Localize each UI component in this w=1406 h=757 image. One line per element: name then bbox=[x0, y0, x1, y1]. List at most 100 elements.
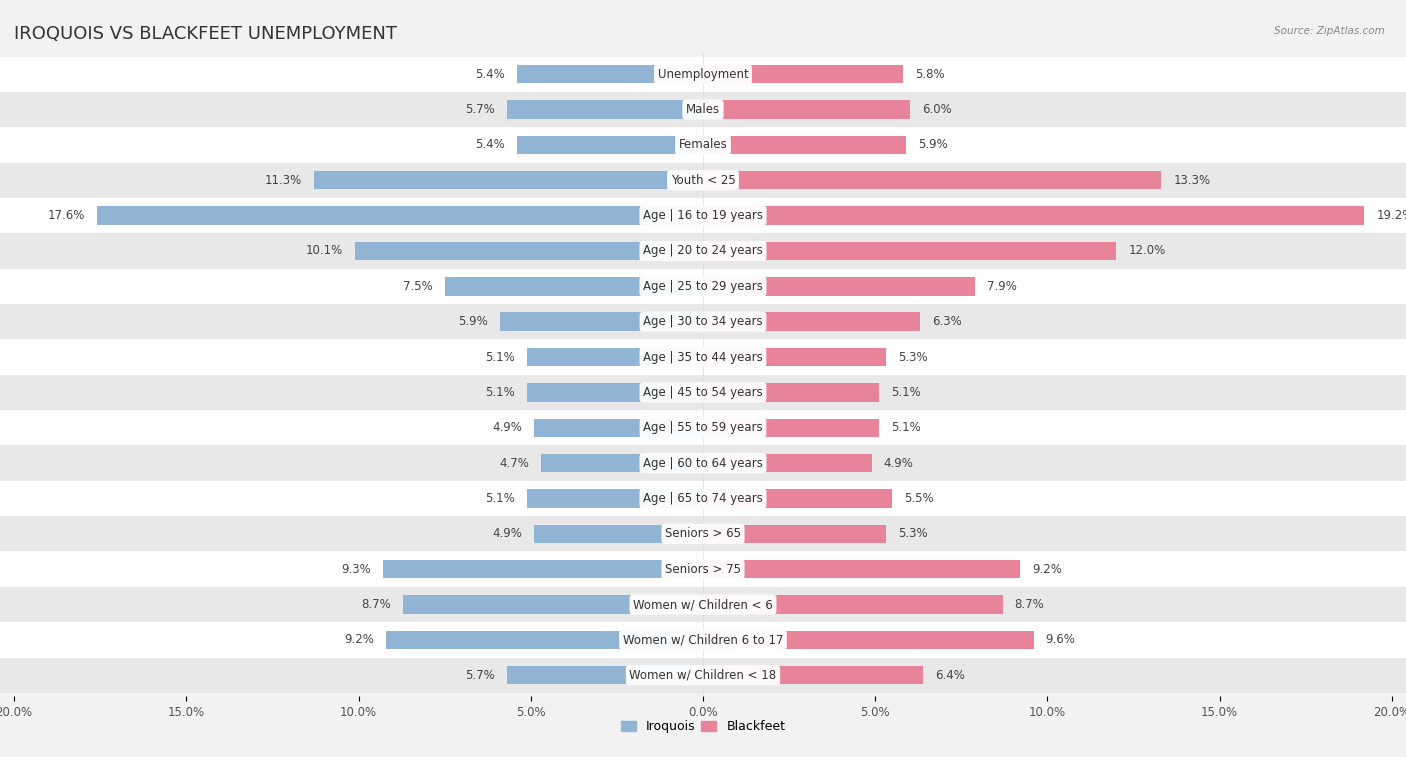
Bar bbox=[703, 277, 976, 295]
Text: Age | 65 to 74 years: Age | 65 to 74 years bbox=[643, 492, 763, 505]
Text: 5.7%: 5.7% bbox=[465, 668, 495, 682]
Bar bbox=[703, 136, 907, 154]
Bar bbox=[703, 383, 879, 401]
Text: 19.2%: 19.2% bbox=[1376, 209, 1406, 222]
Bar bbox=[517, 65, 703, 83]
Bar bbox=[703, 348, 886, 366]
Bar bbox=[534, 419, 703, 437]
Bar bbox=[541, 454, 703, 472]
Text: 5.1%: 5.1% bbox=[891, 386, 921, 399]
Bar bbox=[0, 339, 1406, 375]
Bar bbox=[527, 489, 703, 508]
Bar bbox=[0, 622, 1406, 658]
Bar bbox=[703, 207, 1364, 225]
Bar bbox=[0, 445, 1406, 481]
Bar bbox=[0, 233, 1406, 269]
Text: 5.3%: 5.3% bbox=[897, 528, 927, 540]
Bar bbox=[527, 383, 703, 401]
Bar bbox=[0, 92, 1406, 127]
Bar bbox=[506, 666, 703, 684]
Text: 5.1%: 5.1% bbox=[891, 421, 921, 435]
Bar bbox=[517, 136, 703, 154]
Text: 7.5%: 7.5% bbox=[404, 280, 433, 293]
Text: 8.7%: 8.7% bbox=[361, 598, 391, 611]
Bar bbox=[387, 631, 703, 649]
Bar bbox=[0, 658, 1406, 693]
Bar bbox=[0, 552, 1406, 587]
Text: 6.0%: 6.0% bbox=[922, 103, 952, 116]
Text: Age | 20 to 24 years: Age | 20 to 24 years bbox=[643, 245, 763, 257]
Text: 5.9%: 5.9% bbox=[918, 139, 948, 151]
Text: 5.9%: 5.9% bbox=[458, 315, 488, 329]
Text: 9.3%: 9.3% bbox=[340, 562, 371, 575]
Text: 6.3%: 6.3% bbox=[932, 315, 962, 329]
Bar bbox=[703, 454, 872, 472]
Text: 5.4%: 5.4% bbox=[475, 139, 505, 151]
Bar bbox=[499, 313, 703, 331]
Bar bbox=[527, 348, 703, 366]
Text: Age | 35 to 44 years: Age | 35 to 44 years bbox=[643, 350, 763, 363]
Text: 9.6%: 9.6% bbox=[1046, 634, 1076, 646]
Text: Youth < 25: Youth < 25 bbox=[671, 174, 735, 187]
Text: 7.9%: 7.9% bbox=[987, 280, 1017, 293]
Bar bbox=[0, 269, 1406, 304]
Bar bbox=[703, 65, 903, 83]
Text: Women w/ Children < 6: Women w/ Children < 6 bbox=[633, 598, 773, 611]
Bar bbox=[703, 171, 1161, 189]
Text: 4.9%: 4.9% bbox=[492, 528, 522, 540]
Bar bbox=[0, 410, 1406, 445]
Bar bbox=[506, 101, 703, 119]
Text: Age | 25 to 29 years: Age | 25 to 29 years bbox=[643, 280, 763, 293]
Bar bbox=[314, 171, 703, 189]
Bar bbox=[382, 560, 703, 578]
Bar bbox=[444, 277, 703, 295]
Bar bbox=[703, 489, 893, 508]
Bar bbox=[0, 57, 1406, 92]
Bar bbox=[404, 595, 703, 614]
Text: 6.4%: 6.4% bbox=[935, 668, 966, 682]
Text: 4.9%: 4.9% bbox=[884, 456, 914, 469]
Bar bbox=[0, 163, 1406, 198]
Text: 5.1%: 5.1% bbox=[485, 492, 515, 505]
Text: 13.3%: 13.3% bbox=[1173, 174, 1211, 187]
Text: IROQUOIS VS BLACKFEET UNEMPLOYMENT: IROQUOIS VS BLACKFEET UNEMPLOYMENT bbox=[14, 25, 396, 43]
Bar bbox=[0, 516, 1406, 552]
Text: Age | 60 to 64 years: Age | 60 to 64 years bbox=[643, 456, 763, 469]
Text: 10.1%: 10.1% bbox=[305, 245, 343, 257]
Bar bbox=[703, 525, 886, 543]
Text: Males: Males bbox=[686, 103, 720, 116]
Bar bbox=[97, 207, 703, 225]
Text: Unemployment: Unemployment bbox=[658, 67, 748, 81]
Bar bbox=[703, 560, 1019, 578]
Text: 5.1%: 5.1% bbox=[485, 350, 515, 363]
Bar bbox=[356, 241, 703, 260]
Bar bbox=[703, 241, 1116, 260]
Text: 8.7%: 8.7% bbox=[1015, 598, 1045, 611]
Text: Females: Females bbox=[679, 139, 727, 151]
Legend: Iroquois, Blackfeet: Iroquois, Blackfeet bbox=[616, 715, 790, 738]
Bar bbox=[703, 595, 1002, 614]
Text: Age | 30 to 34 years: Age | 30 to 34 years bbox=[643, 315, 763, 329]
Bar bbox=[0, 304, 1406, 339]
Bar bbox=[0, 198, 1406, 233]
Text: 5.1%: 5.1% bbox=[485, 386, 515, 399]
Text: 4.9%: 4.9% bbox=[492, 421, 522, 435]
Text: Seniors > 65: Seniors > 65 bbox=[665, 528, 741, 540]
Bar bbox=[703, 419, 879, 437]
Text: 11.3%: 11.3% bbox=[264, 174, 302, 187]
Text: 12.0%: 12.0% bbox=[1129, 245, 1166, 257]
Text: Women w/ Children < 18: Women w/ Children < 18 bbox=[630, 668, 776, 682]
Text: Age | 45 to 54 years: Age | 45 to 54 years bbox=[643, 386, 763, 399]
Bar bbox=[703, 666, 924, 684]
Bar bbox=[703, 313, 920, 331]
Text: Seniors > 75: Seniors > 75 bbox=[665, 562, 741, 575]
Text: Source: ZipAtlas.com: Source: ZipAtlas.com bbox=[1274, 26, 1385, 36]
Text: 5.4%: 5.4% bbox=[475, 67, 505, 81]
Bar bbox=[0, 587, 1406, 622]
Text: 5.7%: 5.7% bbox=[465, 103, 495, 116]
Text: Age | 55 to 59 years: Age | 55 to 59 years bbox=[643, 421, 763, 435]
Text: 17.6%: 17.6% bbox=[48, 209, 84, 222]
Bar bbox=[0, 127, 1406, 163]
Text: 5.3%: 5.3% bbox=[897, 350, 927, 363]
Text: 5.8%: 5.8% bbox=[915, 67, 945, 81]
